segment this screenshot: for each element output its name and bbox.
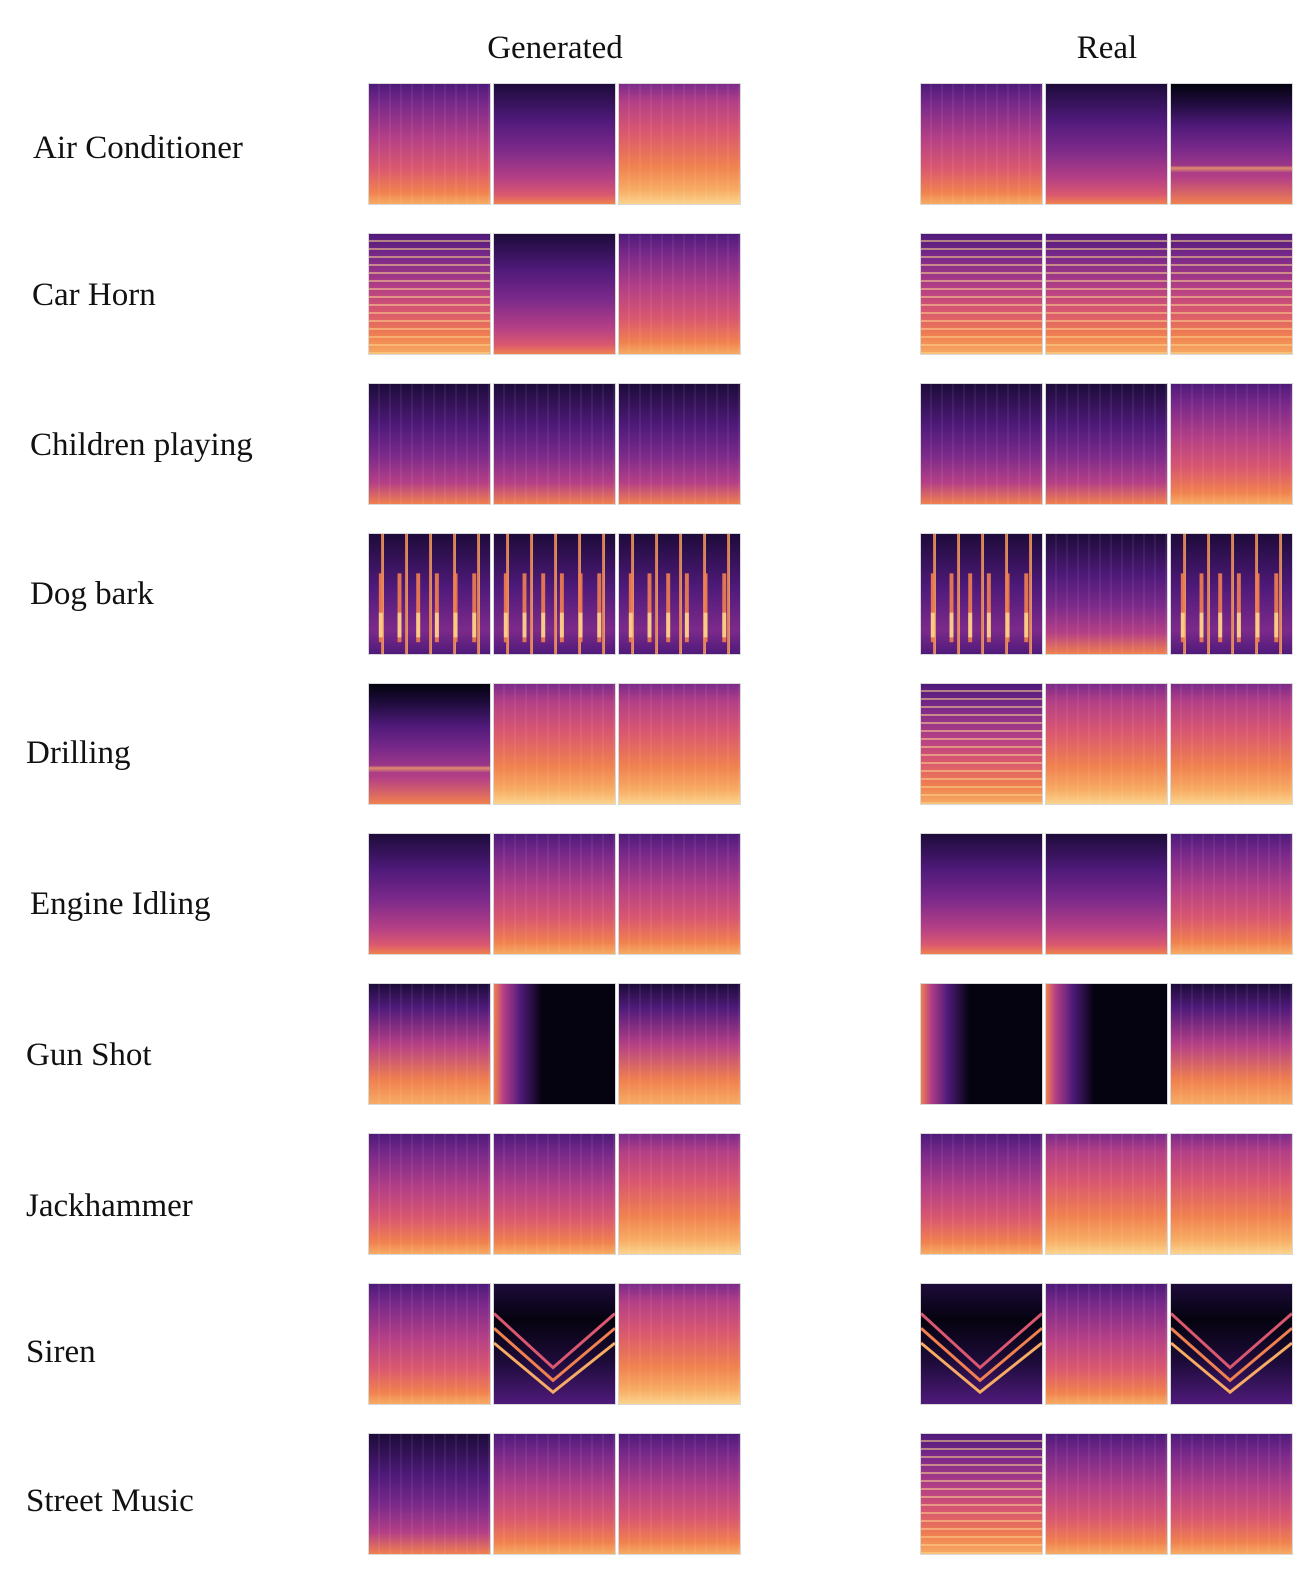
spectrogram-generated	[368, 383, 491, 505]
row-label: Car Horn	[32, 277, 156, 313]
spectrogram-generated	[618, 983, 741, 1105]
spectrogram-generated	[493, 683, 616, 805]
spectrogram-generated	[618, 383, 741, 505]
spectrogram-generated	[368, 833, 491, 955]
row-label: Drilling	[26, 735, 131, 771]
spectrogram-real	[1170, 1433, 1293, 1555]
spectrogram-generated	[493, 233, 616, 355]
spectrogram-real	[920, 533, 1043, 655]
spectrogram-real	[1045, 383, 1168, 505]
spectrogram-generated	[618, 683, 741, 805]
spectrogram-real	[1170, 533, 1293, 655]
spectrogram-real	[1045, 683, 1168, 805]
spectrogram-real	[1170, 983, 1293, 1105]
spectrogram-real	[1170, 83, 1293, 205]
row-label: Siren	[26, 1334, 96, 1370]
spectrogram-generated	[368, 83, 491, 205]
spectrogram-generated	[618, 1133, 741, 1255]
spectrogram-real	[1170, 1283, 1293, 1405]
spectrogram-real	[1045, 533, 1168, 655]
column-header-generated: Generated	[487, 30, 623, 66]
row-label: Dog bark	[30, 576, 154, 612]
spectrogram-real	[1045, 983, 1168, 1105]
spectrogram-real	[920, 1283, 1043, 1405]
row-label: Gun Shot	[26, 1037, 152, 1073]
spectrogram-real	[920, 83, 1043, 205]
row-label: Children playing	[30, 427, 253, 463]
spectrogram-real	[920, 833, 1043, 955]
spectrogram-real	[920, 383, 1043, 505]
spectrogram-real	[920, 233, 1043, 355]
spectrogram-real	[1045, 233, 1168, 355]
spectrogram-real	[920, 983, 1043, 1105]
spectrogram-generated	[493, 1133, 616, 1255]
spectrogram-generated	[368, 533, 491, 655]
spectrogram-generated	[493, 83, 616, 205]
row-label: Air Conditioner	[33, 130, 243, 166]
spectrogram-real	[1045, 1283, 1168, 1405]
spectrogram-generated	[493, 1433, 616, 1555]
spectrogram-generated	[368, 233, 491, 355]
spectrogram-real	[1170, 383, 1293, 505]
spectrogram-real	[1170, 233, 1293, 355]
spectrogram-real	[1170, 683, 1293, 805]
spectrogram-real	[1045, 83, 1168, 205]
spectrogram-real	[920, 683, 1043, 805]
spectrogram-real	[1170, 833, 1293, 955]
spectrogram-generated	[618, 233, 741, 355]
spectrogram-generated	[368, 683, 491, 805]
spectrogram-generated	[618, 1433, 741, 1555]
spectrogram-real	[920, 1433, 1043, 1555]
row-label: Jackhammer	[26, 1188, 193, 1224]
spectrogram-generated	[618, 533, 741, 655]
row-label: Street Music	[26, 1483, 194, 1519]
spectrogram-real	[1045, 1433, 1168, 1555]
spectrogram-generated	[368, 1133, 491, 1255]
spectrogram-real	[1045, 1133, 1168, 1255]
spectrogram-generated	[618, 833, 741, 955]
spectrogram-generated	[368, 983, 491, 1105]
row-label: Engine Idling	[30, 886, 211, 922]
spectrogram-real	[1170, 1133, 1293, 1255]
spectrogram-generated	[618, 83, 741, 205]
spectrogram-generated	[618, 1283, 741, 1405]
spectrogram-generated	[493, 383, 616, 505]
spectrogram-generated	[493, 983, 616, 1105]
spectrogram-real	[920, 1133, 1043, 1255]
spectrogram-real	[1045, 833, 1168, 955]
spectrogram-generated	[368, 1283, 491, 1405]
spectrogram-generated	[493, 533, 616, 655]
spectrogram-generated	[493, 1283, 616, 1405]
column-header-real: Real	[1076, 30, 1138, 66]
spectrogram-generated	[368, 1433, 491, 1555]
spectrogram-generated	[493, 833, 616, 955]
